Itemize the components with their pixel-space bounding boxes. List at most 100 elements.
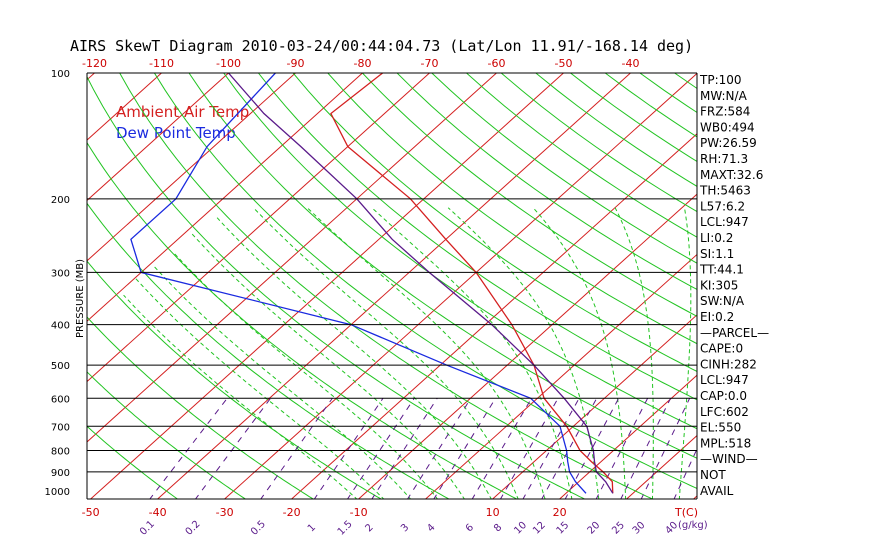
index-value: EL:550 (700, 421, 741, 435)
top-temp-tick-label: -80 (353, 57, 371, 70)
top-temp-tick-label: -40 (621, 57, 639, 70)
index-value: L57:6.2 (700, 199, 745, 213)
dry-adiabat-line (779, 73, 870, 508)
index-value: EI:0.2 (700, 310, 734, 324)
isotherm-line (828, 73, 870, 499)
index-value: CAPE:0 (700, 342, 743, 356)
index-value: TT:44.1 (699, 263, 744, 277)
mixing-ratio-line (371, 397, 438, 499)
dry-adiabat-line (327, 73, 697, 345)
mixing-ratio-line (346, 397, 415, 499)
isotherm-line (90, 73, 564, 499)
moist-adiabat-line (532, 207, 627, 499)
top-temp-tick-label: -90 (286, 57, 304, 70)
dry-adiabat-line (500, 73, 697, 213)
mixing-ratio-label: 3 (399, 522, 411, 534)
dry-adiabat-line (87, 425, 179, 499)
index-value: CINH:282 (700, 357, 757, 371)
pressure-tick-label: 800 (51, 446, 70, 457)
moist-adiabat-line (153, 265, 412, 499)
bottom-temp-tick-label: -50 (82, 506, 100, 519)
isotherm-line (0, 73, 27, 499)
top-temp-tick-label: -60 (487, 57, 505, 70)
mixing-ratio-unit-label: (g/kg) (678, 520, 708, 531)
index-value: AVAIL (700, 484, 734, 498)
index-value: —PARCEL— (700, 326, 769, 340)
mixing-ratio-label: 0.1 (138, 519, 157, 538)
pressure-tick-label: 300 (51, 268, 70, 279)
isotherm-line (224, 73, 697, 499)
moist-adiabat-line (614, 207, 654, 499)
pressure-tick-label: 1000 (45, 487, 70, 498)
mixing-ratio-label: 30 (631, 520, 648, 537)
isotherm-line (492, 314, 697, 499)
mixing-ratio-label: 8 (492, 522, 504, 534)
index-value: SI:1.1 (700, 247, 734, 261)
dry-adiabat-line (396, 73, 697, 291)
y-axis-label: PRESSURE (MB) (75, 259, 86, 338)
index-value: LCL:947 (700, 373, 749, 387)
mixing-ratio-label: 20 (586, 520, 603, 537)
index-value: LCL:947 (700, 215, 749, 229)
top-temp-tick-label: -110 (149, 57, 174, 70)
dry-adiabat-line (848, 73, 870, 508)
pressure-tick-label: 700 (51, 422, 70, 433)
legend-dew-point-temp: Dew Point Temp (116, 124, 236, 142)
isotherm-line (761, 73, 870, 499)
index-value: FRZ:584 (700, 105, 750, 119)
moist-adiabat-line (215, 215, 492, 499)
isotherm-line (87, 73, 497, 443)
mixing-ratio-line (522, 398, 580, 499)
x-axis-unit-label: T(C) (674, 506, 698, 519)
dry-adiabat-line (744, 73, 870, 508)
index-value: KI:305 (700, 278, 738, 292)
pressure-tick-label: 200 (51, 195, 70, 206)
pressure-tick-label: 100 (51, 69, 70, 80)
isotherm-line (291, 133, 697, 499)
dry-adiabat-line (362, 73, 697, 317)
dry-adiabat-line (813, 73, 870, 508)
index-value: TP:100 (699, 73, 742, 87)
mixing-ratio-label: 10 (512, 520, 529, 537)
mixing-ratio-label: 2 (363, 522, 375, 534)
mixing-ratio-label: 15 (555, 520, 572, 537)
isotherm-line (559, 374, 697, 499)
moist-adiabat-line (447, 207, 600, 499)
index-value: MAXT:32.6 (700, 168, 763, 182)
top-temp-tick-label: -100 (216, 57, 241, 70)
dry-adiabat-line (431, 73, 697, 264)
moist-adiabat-line (306, 207, 546, 499)
bottom-temp-tick-label: -20 (283, 506, 301, 519)
mixing-ratio-label: 6 (464, 522, 476, 534)
top-temp-tick-label: -50 (554, 57, 572, 70)
moist-adiabat-line (678, 207, 692, 499)
isotherm-line (358, 193, 697, 499)
index-value: RH:71.3 (700, 152, 748, 166)
mixing-ratio-line (407, 398, 472, 499)
mixing-ratio-label: 1 (306, 522, 318, 534)
pressure-tick-label: 400 (51, 321, 70, 332)
moist-adiabat-line (253, 207, 519, 499)
mixing-ratio-line (471, 398, 532, 499)
pressure-tick-label: 900 (51, 468, 70, 479)
top-temp-tick-label: -120 (82, 57, 107, 70)
mixing-ratio-line (260, 397, 333, 499)
index-value: LI:0.2 (700, 231, 733, 245)
ambient-air-temp-line (330, 73, 614, 494)
mixing-ratio-line (433, 398, 496, 499)
index-value: WB0:494 (700, 120, 755, 134)
mixing-ratio-label: 0.5 (249, 519, 268, 538)
mixing-ratio-label: 1.5 (336, 519, 355, 538)
top-temp-tick-label: -70 (420, 57, 438, 70)
bottom-temp-tick-label: 10 (486, 506, 500, 519)
index-value: TH:5463 (699, 184, 751, 198)
index-value: CAP:0.0 (700, 389, 747, 403)
chart-title: AIRS SkewT Diagram 2010-03-24/00:44:04.7… (70, 37, 693, 55)
pressure-tick-label: 500 (51, 361, 70, 372)
bottom-temp-tick-label: -10 (350, 506, 368, 519)
mixing-ratio-label: 25 (610, 520, 627, 537)
index-value: —WIND— (700, 452, 758, 466)
bottom-temp-tick-label: -30 (216, 506, 234, 519)
index-value: SW:N/A (700, 294, 745, 308)
